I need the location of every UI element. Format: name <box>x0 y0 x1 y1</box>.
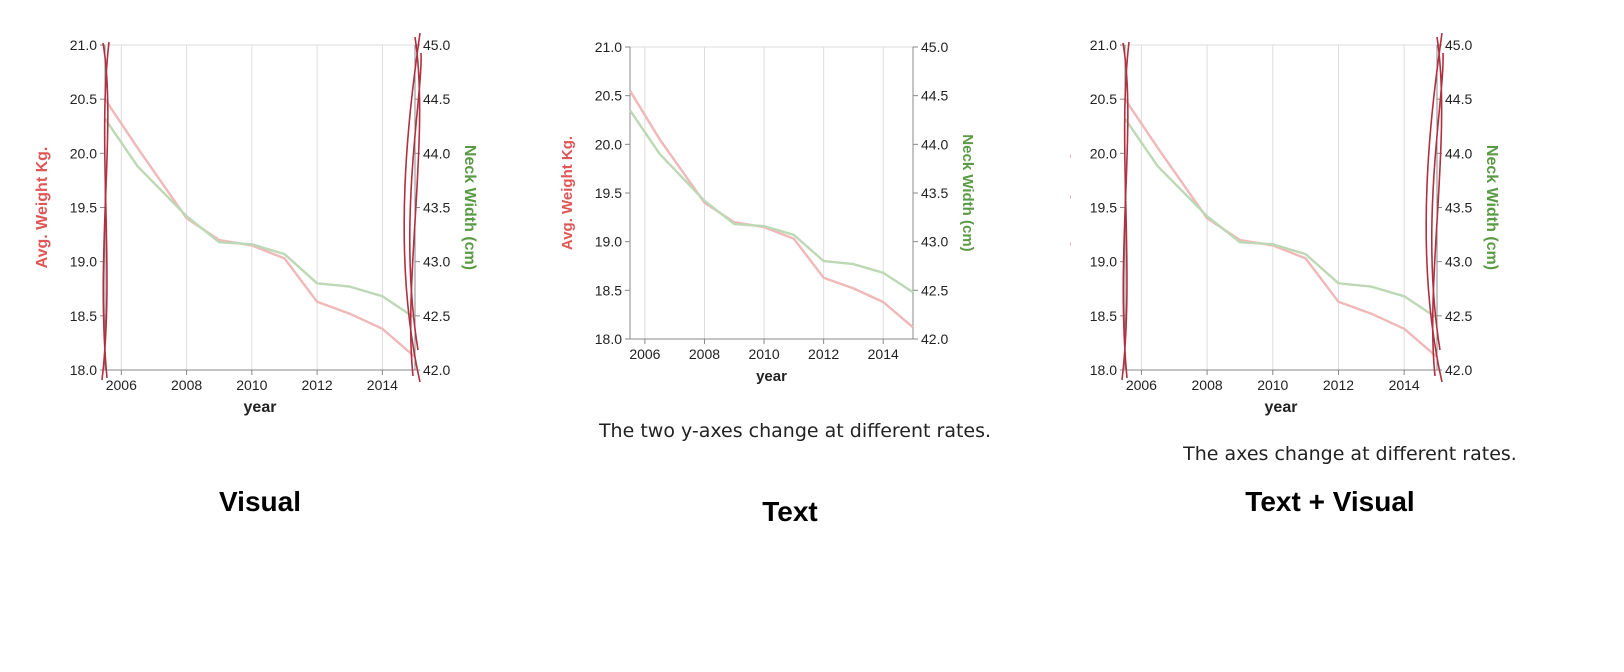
x-axis-title: year <box>756 368 787 385</box>
panel-text: 2006 2008 2010 2012 2014 18.0 18.5 19.0 19.5 20.0… <box>550 0 1070 440</box>
y-tick-label-right: 42.0 <box>1445 362 1472 378</box>
chart-visual: 2006 2008 2010 2012 2014 18.0 18.5 19.0 19.5 20.0… <box>34 32 478 416</box>
y-tick-label-left: 19.0 <box>1090 254 1117 270</box>
axis-curve-right <box>408 52 422 351</box>
y-axis-title-right: Neck Width (cm) <box>461 145 478 270</box>
y-tick-label-left: 19.5 <box>595 185 622 201</box>
y-tick-label-left: 21.0 <box>70 37 97 53</box>
y-tick-label-left: 20.0 <box>1090 145 1117 161</box>
y-tick-label-left: 18.0 <box>70 362 97 378</box>
x-tick-label: 2008 <box>689 346 720 362</box>
plot-area <box>630 47 913 339</box>
series-line-weight <box>1124 98 1438 358</box>
x-axis-title: year <box>1265 399 1298 416</box>
y-tick-label-right: 42.5 <box>921 282 948 298</box>
x-tick-label: 2008 <box>1192 377 1223 393</box>
y-tick-label-left: 20.5 <box>1090 91 1117 107</box>
series-line-weight <box>104 98 416 358</box>
y-tick-label-right: 44.0 <box>921 136 948 152</box>
y-tick-label-right: 43.0 <box>1445 254 1472 270</box>
y-tick-label-left: 18.5 <box>70 308 97 324</box>
y-tick-label-left: 21.0 <box>595 39 622 55</box>
axis-curve-left <box>1122 42 1129 379</box>
y-tick-label-left: 20.5 <box>595 88 622 104</box>
y-tick-label-left: 19.5 <box>70 200 97 216</box>
x-tick-label: 2012 <box>1323 377 1354 393</box>
y-tick-label-right: 44.5 <box>1445 91 1472 107</box>
x-tick-label: 2010 <box>1257 377 1288 393</box>
panel-text-visual: 2006 2008 2010 2012 2014 18.0 18.5 19.0 19.5 20.0… <box>1070 0 1610 440</box>
y-tick-label-right: 44.5 <box>921 88 948 104</box>
x-tick-label: 2014 <box>367 377 398 393</box>
y-tick-label-right: 42.5 <box>423 308 450 324</box>
caption-text: The two y-axes change at different rates… <box>598 420 992 442</box>
x-tick-label: 2012 <box>302 377 333 393</box>
x-tick-label: 2012 <box>808 346 839 362</box>
y-tick-label-right: 45.0 <box>1445 37 1472 53</box>
y-tick-label-left: 18.0 <box>1090 362 1117 378</box>
y-tick-label-left: 19.5 <box>1090 200 1117 216</box>
x-tick-label: 2010 <box>748 346 779 362</box>
axis-curve-right <box>1430 52 1444 351</box>
chart-text-visual: 2006 2008 2010 2012 2014 18.0 18.5 19.0 19.5 20.0… <box>1070 32 1500 416</box>
y-tick-label-right: 42.5 <box>1445 308 1472 324</box>
x-tick-label: 2006 <box>1126 377 1157 393</box>
y-tick-label-right: 42.0 <box>423 362 450 378</box>
y-tick-label-left: 19.0 <box>595 234 622 250</box>
y-axis-title-left: Avg. Weight Kg. <box>559 136 576 250</box>
x-tick-label: 2006 <box>106 377 137 393</box>
plot-area <box>105 45 415 370</box>
axis-curve-right <box>409 36 421 377</box>
panel-title-visual: Visual <box>219 486 301 517</box>
y-axis-title-left: Avg. Weight Kg. <box>1070 147 1071 269</box>
y-tick-label-right: 44.0 <box>1445 145 1472 161</box>
y-axis-title-right: Neck Width (cm) <box>959 134 976 251</box>
panel-title-text: Text <box>762 496 818 527</box>
y-tick-label-right: 43.5 <box>921 185 948 201</box>
y-tick-label-right: 43.0 <box>423 254 450 270</box>
panel-title-text-visual: Text + Visual <box>1245 486 1415 517</box>
caption-text-visual: The axes change at different rates. <box>1183 443 1517 465</box>
series-line-weight <box>628 90 914 329</box>
x-tick-label: 2014 <box>868 346 899 362</box>
y-tick-label-left: 18.5 <box>595 282 622 298</box>
y-tick-label-right: 42.0 <box>921 331 948 347</box>
y-tick-label-right: 44.0 <box>423 145 450 161</box>
series-line-neck <box>1124 118 1438 320</box>
y-tick-label-right: 43.5 <box>1445 200 1472 216</box>
y-tick-label-right: 43.0 <box>921 234 948 250</box>
y-axis-title-right: Neck Width (cm) <box>1483 145 1500 270</box>
y-tick-label-right: 43.5 <box>423 200 450 216</box>
y-tick-label-left: 21.0 <box>1090 37 1117 53</box>
x-tick-label: 2014 <box>1389 377 1420 393</box>
y-tick-label-left: 19.0 <box>70 254 97 270</box>
y-tick-label-right: 45.0 <box>423 37 450 53</box>
y-tick-label-left: 20.0 <box>595 136 622 152</box>
x-axis-title: year <box>244 399 277 416</box>
y-tick-label-right: 44.5 <box>423 91 450 107</box>
axis-curve-left <box>102 42 109 379</box>
x-tick-label: 2006 <box>629 346 660 362</box>
axis-curve-right <box>1431 36 1443 377</box>
series-line-neck <box>104 118 416 319</box>
y-tick-label-left: 18.5 <box>1090 308 1117 324</box>
plot-area <box>1125 45 1437 370</box>
y-tick-label-right: 45.0 <box>921 39 948 55</box>
y-tick-label-left: 20.5 <box>70 91 97 107</box>
chart-text: 2006 2008 2010 2012 2014 18.0 18.5 19.0 19.5 20.0… <box>559 39 976 385</box>
y-tick-label-left: 18.0 <box>595 331 622 347</box>
y-axis-title-left: Avg. Weight Kg. <box>34 147 51 269</box>
x-tick-label: 2010 <box>236 377 267 393</box>
y-tick-label-left: 20.0 <box>70 145 97 161</box>
series-line-neck <box>629 109 914 294</box>
panel-visual: 2006 2008 2010 2012 2014 18.0 18.5 19.0 19.5 20.0… <box>10 0 530 440</box>
x-tick-label: 2008 <box>171 377 202 393</box>
